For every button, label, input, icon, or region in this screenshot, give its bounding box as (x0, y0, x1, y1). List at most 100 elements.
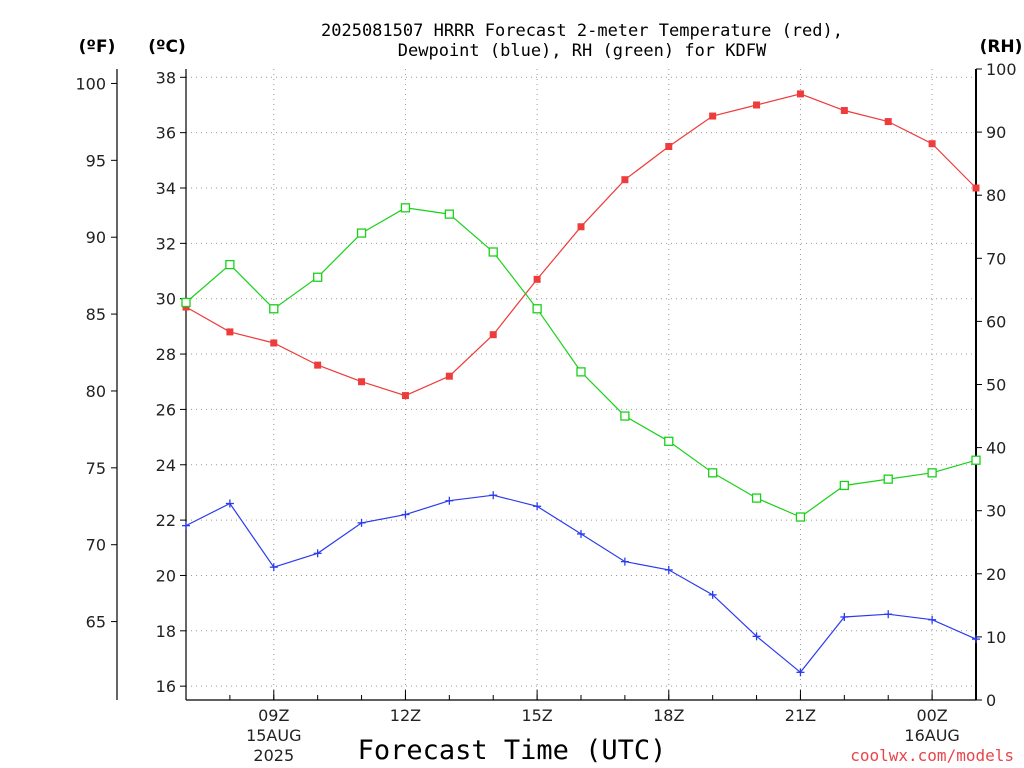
time-tick-label: 18Z (653, 706, 684, 725)
time-tick-label: 09Z (258, 706, 289, 725)
temperature-point (928, 140, 936, 148)
celsius-unit-label: (ºC) (148, 37, 186, 57)
dewpoint-series (182, 491, 980, 677)
temperature-point (972, 184, 980, 192)
rh-point (927, 468, 937, 478)
temperature-point (621, 176, 629, 184)
time-tick-year: 2025 (253, 746, 294, 765)
rh-tick-labels: 0 10 20 30 40 50 60 70 80 90 100 (976, 60, 1017, 710)
temperature-point (884, 118, 892, 126)
rh-tick-label: 80 (986, 186, 1006, 205)
fahrenheit-tick-label: 90 (86, 228, 106, 247)
temperature-point (840, 107, 848, 115)
celsius-tick-label: 38 (156, 68, 176, 87)
rh-point (839, 480, 849, 491)
dewpoint-point (401, 510, 410, 519)
temperature-point (314, 361, 322, 369)
temperature-point (709, 112, 717, 120)
dewpoint-point (708, 590, 717, 599)
dewpoint-point (577, 529, 585, 538)
time-tick-date: 15AUG (246, 726, 301, 745)
chart-title-line2: Dewpoint (blue), RH (green) for KDFW (398, 41, 767, 61)
time-tick-label: 12Z (390, 706, 421, 725)
temperature-point (665, 142, 673, 150)
rh-tick-label: 90 (986, 123, 1006, 142)
rh-point (356, 228, 367, 238)
rh-line (185, 207, 977, 518)
fahrenheit-tick-labels: 65 70 75 80 85 90 95 100 (75, 74, 117, 632)
temperature-point (753, 101, 761, 109)
rh-unit-label: (RH) (980, 37, 1023, 57)
chart-title: 2025081507 HRRR Forecast 2-meter Tempera… (321, 21, 843, 61)
temperature-point (358, 378, 366, 386)
rh-point (795, 512, 806, 522)
rh-point (971, 455, 981, 465)
time-tick-date: 16AUG (904, 726, 959, 745)
celsius-tick-label: 22 (156, 511, 176, 530)
rh-point (181, 297, 191, 308)
dewpoint-point (357, 518, 366, 527)
rh-point (532, 304, 542, 314)
dewpoint-point (972, 635, 980, 644)
dewpoint-point (664, 565, 673, 574)
rh-tick-label: 10 (986, 628, 1006, 647)
celsius-tick-label: 24 (156, 456, 176, 475)
celsius-tick-label: 34 (156, 179, 176, 198)
rh-point (751, 493, 762, 503)
dewpoint-point (313, 549, 322, 558)
fahrenheit-tick-label: 75 (86, 459, 106, 478)
rh-point (444, 209, 454, 219)
rh-tick-label: 40 (986, 439, 1006, 458)
celsius-tick-label: 16 (156, 677, 176, 696)
rh-tick-label: 70 (986, 249, 1006, 268)
chart-axes (116, 69, 977, 701)
time-tick-label: 21Z (785, 706, 816, 725)
chart-title-line1: 2025081507 HRRR Forecast 2-meter Tempera… (321, 21, 843, 41)
grid-lines (186, 69, 976, 700)
rh-tick-label: 0 (986, 691, 996, 710)
rh-tick-label: 100 (986, 60, 1017, 79)
dewpoint-line (185, 494, 977, 674)
rh-series (181, 203, 981, 522)
x-axis-label: Forecast Time (UTC) (358, 735, 667, 766)
temperature-point (489, 331, 497, 339)
rh-point (269, 304, 279, 314)
fahrenheit-tick-label: 80 (86, 382, 106, 401)
rh-tick-label: 60 (986, 312, 1006, 331)
rh-tick-label: 30 (986, 502, 1006, 521)
dewpoint-point (928, 615, 937, 624)
dewpoint-point (752, 632, 761, 641)
fahrenheit-tick-label: 95 (86, 151, 106, 170)
celsius-tick-label: 28 (156, 345, 176, 364)
temperature-point (445, 372, 453, 380)
fahrenheit-tick-label: 70 (86, 536, 106, 555)
dewpoint-point (489, 491, 498, 500)
celsius-tick-label: 30 (156, 290, 176, 309)
rh-point (313, 272, 323, 282)
temperature-point (401, 392, 409, 400)
celsius-tick-labels: 16 18 20 22 24 26 28 30 32 34 36 38 (156, 68, 186, 696)
temperature-point (533, 275, 541, 283)
temperature-point (577, 223, 585, 231)
temperature-point (270, 339, 278, 347)
dewpoint-point (445, 496, 454, 505)
rh-point (708, 468, 718, 478)
dewpoint-point (620, 557, 629, 566)
temperature-series (182, 90, 980, 400)
rh-point (576, 367, 586, 377)
celsius-tick-label: 18 (156, 622, 176, 641)
fahrenheit-unit-label: (ºF) (79, 37, 116, 57)
fahrenheit-tick-label: 85 (86, 305, 106, 324)
celsius-tick-label: 26 (156, 400, 176, 419)
plot-series (181, 90, 981, 677)
dewpoint-point (840, 612, 849, 621)
credit-text: coolwx.com/models (850, 746, 1014, 765)
temperature-line (185, 93, 977, 397)
celsius-tick-label: 36 (156, 124, 176, 143)
rh-tick-label: 50 (986, 376, 1006, 395)
rh-point (664, 436, 674, 446)
time-tick-label: 00Z (916, 706, 947, 725)
rh-point (620, 411, 630, 421)
